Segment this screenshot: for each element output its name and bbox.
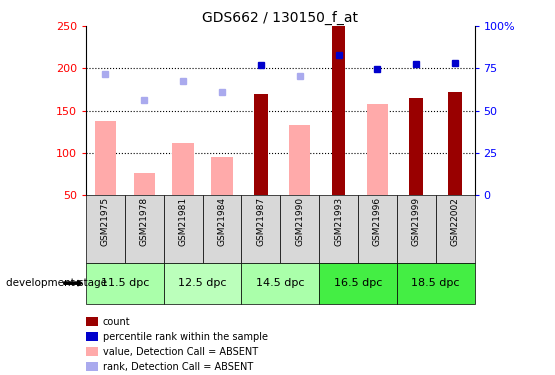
Bar	[280, 195, 319, 262]
Bar	[410, 98, 423, 195]
Bar	[436, 195, 475, 262]
Bar	[319, 262, 397, 304]
Text: rank, Detection Call = ABSENT: rank, Detection Call = ABSENT	[103, 362, 253, 372]
Text: GSM21987: GSM21987	[256, 197, 265, 246]
Bar	[134, 173, 155, 195]
Text: GSM21981: GSM21981	[179, 197, 188, 246]
Bar	[367, 104, 388, 195]
Bar	[164, 262, 241, 304]
Bar	[86, 262, 164, 304]
Text: GSM21984: GSM21984	[218, 197, 226, 246]
Bar	[397, 262, 475, 304]
Text: 16.5 dpc: 16.5 dpc	[334, 278, 382, 288]
Bar	[95, 121, 116, 195]
Bar	[332, 26, 345, 195]
Text: GSM21975: GSM21975	[101, 197, 110, 246]
Text: GSM21999: GSM21999	[412, 197, 421, 246]
Text: value, Detection Call = ABSENT: value, Detection Call = ABSENT	[103, 347, 258, 357]
Bar	[448, 92, 462, 195]
Text: 11.5 dpc: 11.5 dpc	[100, 278, 149, 288]
Bar	[86, 195, 125, 262]
Bar	[164, 195, 203, 262]
Text: GSM22002: GSM22002	[451, 197, 460, 246]
Text: GSM21978: GSM21978	[140, 197, 149, 246]
Bar	[203, 195, 241, 262]
Text: 18.5 dpc: 18.5 dpc	[411, 278, 460, 288]
Bar	[173, 143, 194, 195]
Text: percentile rank within the sample: percentile rank within the sample	[103, 332, 268, 342]
Text: 14.5 dpc: 14.5 dpc	[256, 278, 305, 288]
Text: development stage: development stage	[6, 278, 107, 288]
Text: GSM21996: GSM21996	[373, 197, 382, 246]
Bar	[241, 262, 319, 304]
Text: 12.5 dpc: 12.5 dpc	[178, 278, 227, 288]
Bar	[211, 157, 233, 195]
Title: GDS662 / 130150_f_at: GDS662 / 130150_f_at	[202, 11, 359, 25]
Text: GSM21993: GSM21993	[334, 197, 343, 246]
Bar	[397, 195, 436, 262]
Bar	[125, 195, 164, 262]
Bar	[319, 195, 358, 262]
Text: count: count	[103, 317, 130, 327]
Bar	[254, 94, 268, 195]
Bar	[241, 195, 280, 262]
Text: GSM21990: GSM21990	[295, 197, 304, 246]
Bar	[289, 125, 310, 195]
Bar	[358, 195, 397, 262]
